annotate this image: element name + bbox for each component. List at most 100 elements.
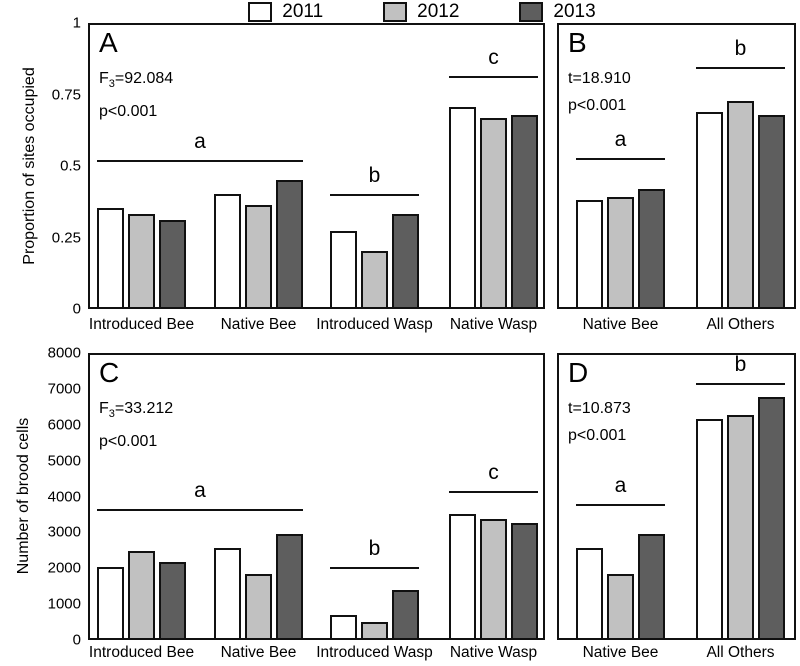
panel-stats: t=10.873 p<0.001 <box>568 395 631 449</box>
significance-letter-c: c <box>488 46 499 69</box>
bar-introduced-bee-2011 <box>97 567 124 638</box>
stat-p-value: p<0.001 <box>568 427 627 444</box>
bar-native-wasp-2011 <box>449 514 476 638</box>
significance-line-a <box>576 504 665 506</box>
bar-native-bee-2013 <box>276 534 303 638</box>
y-tick-label: 0 <box>72 300 81 318</box>
significance-letter-b: b <box>368 537 381 560</box>
bar-introduced-bee-2013 <box>159 220 186 307</box>
y-tick-label: 1 <box>72 14 81 32</box>
panel-stats: F3=33.212 p<0.001 <box>99 395 173 455</box>
significance-line-b <box>330 567 419 569</box>
legend-label-2013: 2013 <box>553 1 596 22</box>
bar-native-bee-2013 <box>638 534 665 638</box>
y-tick-label: 2000 <box>47 559 81 577</box>
significance-line-b <box>330 194 419 196</box>
y-tick-label: 7000 <box>47 380 81 398</box>
bar-group-native-wasp <box>449 107 538 307</box>
bar-native-bee-2011 <box>214 194 241 307</box>
y-tick-label: 0.5 <box>60 157 81 175</box>
bar-native-bee-2011 <box>214 548 241 638</box>
significance-line-a <box>97 160 303 162</box>
bar-native-bee-2011 <box>576 200 603 307</box>
bar-native-bee-2012 <box>607 197 634 307</box>
significance-letter-a: a <box>194 479 206 502</box>
bar-native-wasp-2013 <box>511 115 538 307</box>
panel-letter-c: C <box>99 357 120 388</box>
legend-item-2012: 2012 <box>383 1 459 23</box>
y-tick-label: 0.75 <box>51 86 81 103</box>
bar-introduced-wasp-2011 <box>330 615 357 638</box>
y-tick-label: 0 <box>72 631 81 649</box>
bar-group-native-bee <box>576 534 665 638</box>
bar-introduced-bee-2011 <box>97 208 124 307</box>
x-category-label: Native Wasp <box>449 316 538 333</box>
y-tick-label: 3000 <box>47 523 81 541</box>
x-category-label: Introduced Wasp <box>316 316 433 333</box>
significance-line-a <box>97 509 303 511</box>
significance-line-b <box>696 67 785 69</box>
panel-stats: F3=92.084 p<0.001 <box>99 65 173 125</box>
bar-introduced-bee-2013 <box>159 562 186 638</box>
x-category-label: Native Bee <box>582 644 659 661</box>
x-category-label: Introduced Bee <box>88 644 195 661</box>
bar-all-others-2011 <box>696 419 723 638</box>
bar-native-wasp-2011 <box>449 107 476 307</box>
x-category-label: All Others <box>706 316 775 333</box>
bar-native-bee-2011 <box>576 548 603 638</box>
stat-p-value: p<0.001 <box>568 97 627 114</box>
bar-introduced-wasp-2013 <box>392 590 419 638</box>
bar-group-native-bee <box>576 189 665 307</box>
panel-letter-a: A <box>99 27 118 58</box>
bar-group-introduced-bee <box>97 208 186 307</box>
significance-letter-a: a <box>194 130 206 153</box>
panel-a: A F3=92.084 p<0.001 a b c <box>88 23 545 309</box>
bar-native-bee-2013 <box>638 189 665 307</box>
significance-letter-c: c <box>488 461 499 484</box>
bar-group-all-others <box>696 397 785 638</box>
panel-stats: t=18.910 p<0.001 <box>568 65 631 119</box>
bar-native-bee-2012 <box>607 574 634 638</box>
y-tick-label: 1000 <box>47 595 81 613</box>
significance-line-c <box>449 491 538 493</box>
significance-letter-b: b <box>368 164 381 187</box>
significance-line-a <box>576 158 665 160</box>
y-tick-label: 5000 <box>47 452 81 470</box>
bar-group-introduced-bee <box>97 551 186 638</box>
y-tick-label: 4000 <box>47 488 81 505</box>
bar-all-others-2012 <box>727 101 754 307</box>
x-category-label: All Others <box>706 644 775 661</box>
legend-item-2011: 2011 <box>248 1 323 23</box>
significance-line-c <box>449 76 538 78</box>
bar-group-introduced-wasp <box>330 214 419 307</box>
bar-introduced-wasp-2013 <box>392 214 419 307</box>
bar-introduced-wasp-2011 <box>330 231 357 307</box>
x-category-label: Native Wasp <box>449 644 538 661</box>
bar-all-others-2011 <box>696 112 723 307</box>
bar-all-others-2013 <box>758 115 785 307</box>
y-tick-label: 8000 <box>47 344 81 362</box>
bar-group-all-others <box>696 101 785 307</box>
panel-letter-b: B <box>568 27 587 58</box>
significance-letter-b: b <box>734 353 747 376</box>
bar-introduced-wasp-2012 <box>361 251 388 307</box>
bar-native-wasp-2012 <box>480 519 507 638</box>
panel-c: C F3=33.212 p<0.001 a b c <box>88 353 545 640</box>
bar-group-native-wasp <box>449 514 538 638</box>
bar-native-bee-2012 <box>245 574 272 638</box>
bar-native-wasp-2013 <box>511 523 538 638</box>
bar-all-others-2012 <box>727 415 754 638</box>
bar-all-others-2013 <box>758 397 785 638</box>
legend-item-2013: 2013 <box>519 1 596 23</box>
y-tick-label: 6000 <box>47 416 81 434</box>
legend-swatch-2011 <box>248 2 273 22</box>
stat-test-value: t=10.873 <box>568 400 631 417</box>
legend-swatch-2012 <box>383 2 408 22</box>
significance-letter-a: a <box>614 474 627 497</box>
bar-native-wasp-2012 <box>480 118 507 307</box>
stat-test-value: t=18.910 <box>568 70 631 87</box>
stat-test-value: F3=92.084 <box>99 70 174 91</box>
panel-letter-d: D <box>568 357 589 388</box>
